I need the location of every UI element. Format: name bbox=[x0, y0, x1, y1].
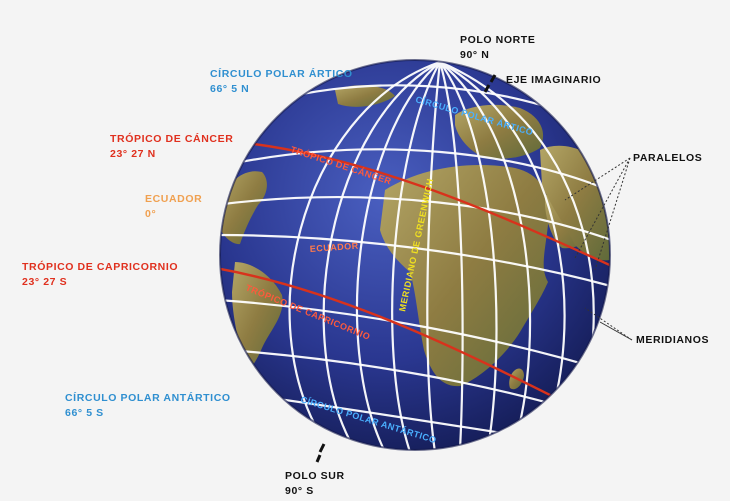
tropic-cancer-value: 23° 27 N bbox=[110, 148, 156, 160]
parallels-label: PARALELOS bbox=[633, 152, 703, 164]
globe-rim bbox=[219, 59, 611, 451]
arctic-circle-value: 66° 5 N bbox=[210, 83, 250, 95]
greenland-landmass bbox=[335, 85, 395, 107]
tropic-of-capricorn-line bbox=[220, 266, 561, 402]
south-pole-value: 90° S bbox=[285, 485, 314, 497]
arctic-circle-label: CÍRCULO POLAR ÁRTICO 66° 5 N bbox=[210, 67, 353, 97]
north-pole-name: POLO NORTE bbox=[460, 34, 536, 46]
tropic-capricorn-value: 23° 27 S bbox=[22, 276, 68, 288]
imaginary-axis bbox=[315, 74, 497, 463]
antarctic-circle-value: 66° 5 S bbox=[65, 407, 104, 419]
pointer-lines bbox=[564, 157, 633, 341]
tropic-cancer-name: TRÓPICO DE CÁNCER bbox=[110, 133, 234, 145]
equator-label: ECUADOR 0° bbox=[145, 192, 202, 222]
tropic-capricorn-name: TRÓPICO DE CAPRICORNIO bbox=[22, 261, 179, 273]
globe-equator-label: ECUADOR bbox=[309, 241, 359, 254]
north-pole-label: POLO NORTE 90° N bbox=[460, 33, 535, 63]
antarctic-circle-name: CÍRCULO POLAR ANTÁRTICO bbox=[65, 392, 231, 404]
equator-name: ECUADOR bbox=[145, 193, 203, 205]
south-pole-label: POLO SUR 90° S bbox=[285, 469, 345, 499]
imaginary-axis-label: EJE IMAGINARIO bbox=[506, 74, 602, 86]
north-pole-value: 90° N bbox=[460, 49, 490, 61]
arctic-circle-name: CÍRCULO POLAR ÁRTICO bbox=[210, 68, 353, 80]
south-pole-name: POLO SUR bbox=[285, 470, 345, 482]
south-america-landmass bbox=[232, 262, 283, 369]
tropic-capricorn-label: TRÓPICO DE CAPRICORNIO 23° 27 S bbox=[22, 260, 178, 290]
tropic-cancer-label: TRÓPICO DE CÁNCER 23° 27 N bbox=[110, 132, 233, 162]
meridians-label: MERIDIANOS bbox=[636, 334, 710, 346]
equator-value: 0° bbox=[145, 208, 157, 220]
tropic-of-cancer-line bbox=[220, 138, 610, 274]
antarctic-circle-label: CÍRCULO POLAR ANTÁRTICO 66° 5 S bbox=[65, 391, 231, 421]
